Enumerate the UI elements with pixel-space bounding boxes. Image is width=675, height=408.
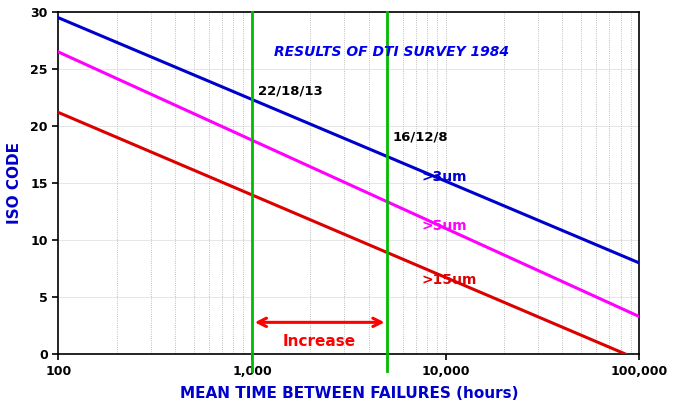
Text: >3um: >3um [421, 171, 467, 184]
Text: Increase: Increase [283, 334, 356, 349]
Y-axis label: ISO CODE: ISO CODE [7, 142, 22, 224]
Text: >5um: >5um [421, 220, 467, 233]
Text: 16/12/8: 16/12/8 [393, 130, 449, 143]
Text: >15um: >15um [421, 273, 477, 287]
X-axis label: MEAN TIME BETWEEN FAILURES (hours): MEAN TIME BETWEEN FAILURES (hours) [180, 386, 518, 401]
Text: RESULTS OF DTI SURVEY 1984: RESULTS OF DTI SURVEY 1984 [274, 45, 509, 59]
Text: 22/18/13: 22/18/13 [258, 84, 323, 98]
